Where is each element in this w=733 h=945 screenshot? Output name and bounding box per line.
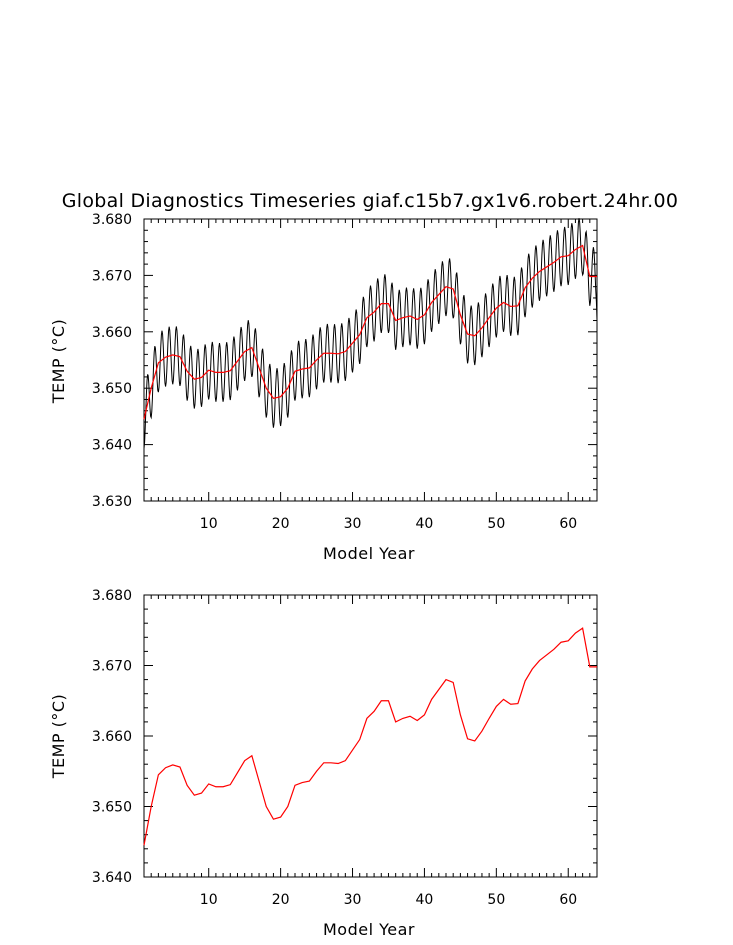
top-y-tick-label: 3.640 [92, 438, 132, 454]
bottom-x-tick-label: 30 [344, 892, 362, 908]
top-x-tick-label: 50 [487, 516, 505, 532]
bottom-plot-frame [143, 594, 598, 878]
bottom-y-tick-label: 3.650 [92, 800, 132, 816]
top-x-tick-label: 30 [344, 516, 362, 532]
bottom-x-tick-label: 50 [487, 892, 505, 908]
top-monthly-series-line [143, 218, 598, 449]
top-y-axis-label: TEMP (°C) [49, 319, 68, 405]
top-plot-frame [143, 218, 598, 502]
top-x-tick-label: 60 [559, 516, 577, 532]
bottom-y-tick-label: 3.640 [92, 870, 132, 886]
bottom-y-axis-label: TEMP (°C) [49, 694, 68, 780]
top-x-tick-label: 20 [272, 516, 290, 532]
bottom-y-tick-label: 3.680 [92, 588, 132, 604]
top-y-tick-label: 3.680 [92, 212, 132, 228]
bottom-x-tick-label: 60 [559, 892, 577, 908]
top-y-tick-label: 3.630 [92, 494, 132, 510]
figure-title: Global Diagnostics Timeseries giaf.c15b7… [62, 190, 679, 212]
top-x-tick-label: 10 [200, 516, 218, 532]
bottom-y-tick-label: 3.660 [92, 729, 132, 745]
top-y-tick-label: 3.650 [92, 381, 132, 397]
bottom-chart: TEMP (°C) Model Year 10 20 30 40 50 60 3.640 3.… [49, 588, 598, 939]
top-y-tick-label: 3.670 [92, 268, 132, 284]
top-y-tick-label: 3.660 [92, 325, 132, 341]
bottom-x-tick-label: 20 [272, 892, 290, 908]
top-annual-series-line [143, 244, 597, 420]
bottom-x-axis-label: Model Year [323, 920, 415, 939]
top-x-tick-label: 40 [416, 516, 434, 532]
bottom-annual-series-line [143, 627, 597, 846]
top-chart: TEMP (°C) Model Year 10 20 30 40 50 60 3.630 3.… [49, 212, 598, 563]
bottom-x-tick-label: 40 [416, 892, 434, 908]
bottom-y-tick-label: 3.670 [92, 659, 132, 675]
bottom-x-tick-label: 10 [200, 892, 218, 908]
top-x-axis-label: Model Year [323, 544, 415, 563]
